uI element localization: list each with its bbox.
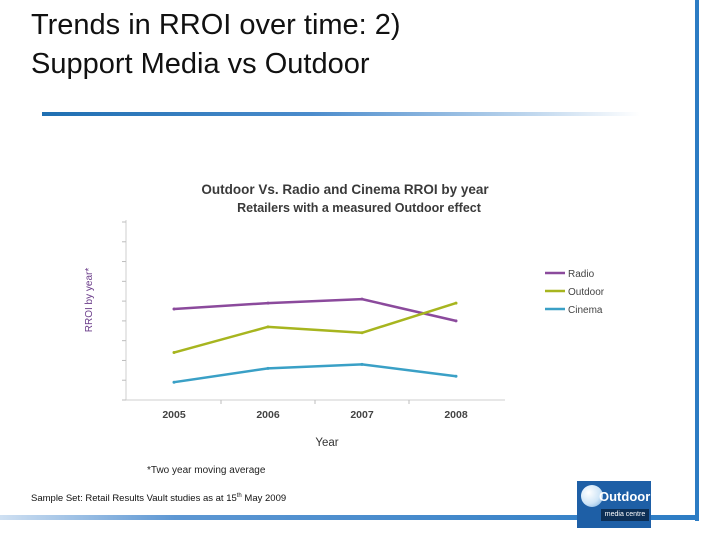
series-line-outdoor bbox=[173, 301, 457, 354]
data-point-cinema-2008 bbox=[454, 374, 458, 378]
data-point-cinema-2005 bbox=[172, 380, 176, 384]
slide-title-line-1: Trends in RROI over time: 2) bbox=[31, 9, 401, 41]
x-tick-label: 2006 bbox=[256, 409, 280, 421]
slide-title: Trends in RROI over time: 2) Support Med… bbox=[31, 6, 631, 84]
sample-set-prefix: Sample Set: Retail Results Vault studies… bbox=[31, 493, 237, 505]
series-line-radio bbox=[173, 297, 457, 323]
legend-label-radio: Radio bbox=[568, 269, 595, 280]
data-point-radio-2005 bbox=[172, 307, 176, 311]
x-axis-label: Year bbox=[315, 437, 338, 449]
data-point-outdoor-2007 bbox=[360, 331, 364, 335]
sample-set-note: Sample Set: Retail Results Vault studies… bbox=[31, 493, 286, 504]
bottom-accent-bar bbox=[0, 515, 699, 520]
x-tick-label: 2008 bbox=[444, 409, 468, 421]
footnote: *Two year moving average bbox=[147, 465, 266, 476]
sample-set-suffix: May 2009 bbox=[241, 493, 287, 505]
y-axis-label: RROI by year* bbox=[84, 268, 95, 333]
legend-label-cinema: Cinema bbox=[568, 305, 603, 316]
logo-word: Outdoor bbox=[599, 489, 651, 504]
x-tick-label: 2005 bbox=[162, 409, 186, 421]
slide-title-line-2: Support Media vs Outdoor bbox=[31, 48, 370, 80]
series-line-cinema bbox=[173, 363, 457, 384]
x-tick-labels: 2005 2006 2007 2008 bbox=[162, 409, 468, 421]
x-tick-label: 2007 bbox=[350, 409, 374, 421]
chart-legend: Radio Outdoor Cinema bbox=[545, 269, 605, 316]
data-point-outdoor-2006 bbox=[266, 325, 270, 329]
data-point-outdoor-2008 bbox=[454, 301, 458, 305]
data-point-cinema-2006 bbox=[266, 366, 270, 370]
data-point-radio-2007 bbox=[360, 297, 364, 301]
chart-series-lines bbox=[172, 297, 458, 384]
title-divider bbox=[42, 112, 640, 116]
data-point-radio-2006 bbox=[266, 301, 270, 305]
chart-subtitle: Retailers with a measured Outdoor effect bbox=[237, 201, 482, 215]
data-point-radio-2008 bbox=[454, 319, 458, 323]
outdoor-media-centre-logo: Outdoor media centre bbox=[577, 481, 651, 528]
logo-subtitle: media centre bbox=[601, 509, 649, 521]
chart-title: Outdoor Vs. Radio and Cinema RROI by yea… bbox=[201, 182, 489, 197]
chart-axes bbox=[122, 220, 505, 404]
legend-label-outdoor: Outdoor bbox=[568, 287, 605, 298]
data-point-outdoor-2005 bbox=[172, 351, 176, 355]
logo-circle-icon bbox=[581, 485, 603, 507]
sample-set-sup: th bbox=[236, 493, 242, 499]
data-point-cinema-2007 bbox=[360, 362, 364, 366]
right-accent-bar bbox=[695, 0, 699, 521]
